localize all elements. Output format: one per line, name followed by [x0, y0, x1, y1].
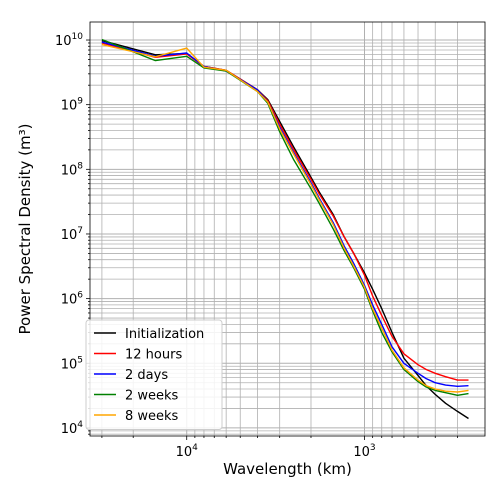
y-tick-label-exponent: 5	[77, 355, 83, 365]
y-tick-label-base: 10	[61, 228, 78, 243]
y-tick-label-exponent: 4	[77, 420, 83, 430]
x-tick-label: 103	[353, 443, 375, 460]
y-tick-label-exponent: 8	[77, 161, 83, 171]
y-tick-label: 108	[61, 161, 84, 178]
legend-label: 2 days	[125, 368, 168, 383]
y-tick-label: 104	[61, 420, 84, 437]
legend-label: 2 weeks	[125, 389, 179, 404]
x-axis-label: Wavelength (km)	[223, 460, 352, 478]
y-tick-label-base: 10	[55, 34, 72, 49]
y-tick-label-base: 10	[61, 422, 78, 437]
y-tick-label-exponent: 6	[77, 291, 83, 301]
y-tick-label-exponent: 10	[72, 32, 84, 42]
legend: Initialization 12 hours 2 days 2 weeks 8 wee…	[85, 319, 223, 430]
y-tick-label: 1010	[55, 32, 83, 49]
x-tick-label-base: 10	[353, 445, 370, 460]
y-tick-label-exponent: 7	[77, 226, 83, 236]
y-tick-label: 106	[61, 291, 84, 308]
plot-frame	[89, 21, 486, 437]
y-axis-label: Power Spectral Density (m³)	[16, 124, 34, 335]
y-tick-label: 107	[61, 226, 83, 243]
legend-box	[85, 319, 223, 430]
plot-lines	[101, 38, 469, 420]
x-tick-label: 104	[176, 443, 199, 460]
x-tick-label-base: 10	[176, 445, 193, 460]
x-tick-label-exponent: 3	[370, 443, 376, 453]
y-tick-label-base: 10	[61, 293, 78, 308]
x-axis-ticks: 104 103	[101, 436, 458, 460]
legend-label: 8 weeks	[125, 409, 179, 424]
y-tick-label-base: 10	[61, 357, 78, 372]
legend-label: 12 hours	[125, 348, 182, 363]
y-tick-label-base: 10	[61, 99, 78, 114]
y-tick-label: 109	[61, 97, 84, 114]
series-line-4	[101, 43, 469, 393]
x-tick-label-exponent: 4	[192, 443, 198, 453]
legend-label: Initialization	[125, 327, 204, 342]
y-tick-label-exponent: 9	[77, 97, 83, 107]
grid	[90, 22, 485, 436]
y-tick-label-base: 10	[61, 163, 78, 178]
y-tick-label: 105	[61, 355, 83, 372]
